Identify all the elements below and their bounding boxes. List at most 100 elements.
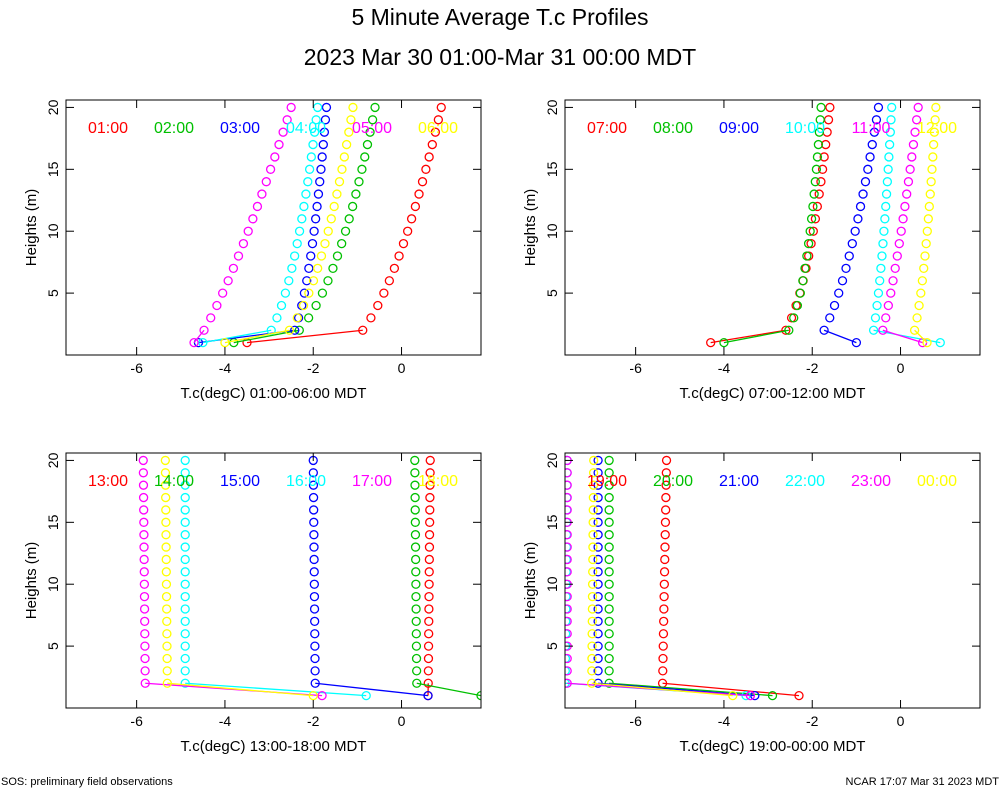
data-point bbox=[924, 201, 934, 212]
data-point bbox=[180, 455, 190, 466]
data-point bbox=[719, 337, 729, 348]
series-1300 bbox=[423, 455, 435, 701]
data-point bbox=[588, 542, 598, 552]
data-point bbox=[410, 530, 421, 540]
data-point bbox=[337, 164, 347, 174]
series-1900 bbox=[657, 455, 804, 701]
data-point bbox=[180, 678, 190, 688]
data-point bbox=[872, 300, 882, 311]
data-point bbox=[309, 226, 319, 236]
data-point bbox=[308, 492, 319, 503]
data-point bbox=[565, 567, 572, 577]
y-axis-label: Heights (m) bbox=[522, 189, 539, 267]
data-point bbox=[370, 102, 380, 113]
data-point bbox=[919, 263, 929, 273]
data-point bbox=[847, 238, 857, 249]
x-tick-label: -4 bbox=[219, 360, 232, 376]
data-point bbox=[414, 189, 424, 199]
data-point bbox=[425, 505, 435, 515]
data-point bbox=[816, 177, 826, 187]
data-point bbox=[878, 238, 888, 249]
data-point bbox=[425, 455, 435, 466]
footer-timestamp: NCAR 17:07 Mar 31 2023 MDT bbox=[845, 776, 999, 788]
series-0700 bbox=[706, 102, 835, 348]
data-point bbox=[593, 492, 603, 503]
surface-connector bbox=[167, 682, 314, 697]
data-point bbox=[423, 653, 434, 664]
data-point bbox=[270, 152, 280, 162]
data-point bbox=[604, 492, 614, 503]
data-point bbox=[659, 591, 669, 602]
data-point bbox=[292, 238, 302, 249]
data-point bbox=[180, 653, 190, 664]
data-point bbox=[728, 690, 738, 701]
data-point bbox=[593, 629, 603, 639]
data-point bbox=[425, 468, 435, 478]
data-point bbox=[565, 604, 571, 614]
data-point bbox=[658, 641, 668, 651]
data-point bbox=[358, 325, 368, 335]
data-point bbox=[317, 288, 328, 298]
surface-connector bbox=[233, 329, 300, 344]
data-point bbox=[565, 591, 571, 602]
y-tick-label: 20 bbox=[544, 452, 560, 468]
y-axis-label: Heights (m) bbox=[522, 542, 539, 620]
data-point bbox=[565, 604, 572, 614]
data-point bbox=[604, 579, 614, 589]
data-point bbox=[228, 263, 239, 273]
data-point bbox=[923, 214, 933, 224]
data-point bbox=[139, 530, 149, 540]
data-point bbox=[604, 505, 614, 515]
data-point bbox=[927, 164, 937, 174]
legend-label: 23:00 bbox=[851, 473, 891, 490]
data-point bbox=[318, 139, 328, 150]
series-1700 bbox=[138, 455, 327, 701]
data-point bbox=[138, 492, 149, 503]
data-point bbox=[427, 139, 437, 150]
data-point bbox=[868, 325, 879, 335]
data-point bbox=[914, 300, 924, 311]
data-point bbox=[424, 629, 434, 639]
data-point bbox=[180, 629, 190, 639]
surface-connector bbox=[246, 329, 363, 344]
data-point bbox=[162, 604, 172, 614]
data-point bbox=[900, 201, 910, 212]
data-point bbox=[411, 604, 421, 614]
data-point bbox=[248, 214, 258, 224]
data-point bbox=[180, 579, 190, 589]
data-point bbox=[593, 530, 603, 540]
legend-label: 20:00 bbox=[653, 473, 693, 490]
data-point bbox=[138, 480, 149, 490]
data-point bbox=[909, 325, 920, 335]
data-point bbox=[871, 115, 882, 125]
legend-label: 11:00 bbox=[852, 120, 891, 137]
surface-connector bbox=[823, 329, 857, 344]
data-point bbox=[658, 653, 668, 664]
data-point bbox=[565, 480, 572, 490]
data-point bbox=[161, 554, 171, 565]
data-point bbox=[410, 455, 420, 466]
x-tick-label: 0 bbox=[897, 713, 905, 729]
data-point bbox=[890, 263, 900, 273]
data-point bbox=[588, 567, 598, 577]
data-point bbox=[894, 238, 904, 249]
data-point bbox=[920, 251, 930, 261]
data-point bbox=[476, 690, 481, 701]
data-point bbox=[806, 214, 817, 224]
data-point bbox=[593, 653, 603, 664]
data-point bbox=[410, 468, 420, 478]
data-point bbox=[351, 189, 361, 199]
data-point bbox=[307, 238, 318, 249]
data-point bbox=[878, 325, 888, 335]
data-point bbox=[921, 238, 931, 249]
data-point bbox=[604, 554, 614, 565]
data-point bbox=[660, 517, 671, 527]
data-point bbox=[661, 468, 671, 478]
data-point bbox=[873, 288, 884, 298]
data-point bbox=[311, 115, 321, 125]
data-point bbox=[423, 641, 434, 651]
y-tick-label: 20 bbox=[45, 452, 61, 468]
data-point bbox=[587, 579, 598, 589]
data-point bbox=[436, 102, 446, 113]
data-point bbox=[588, 530, 598, 540]
